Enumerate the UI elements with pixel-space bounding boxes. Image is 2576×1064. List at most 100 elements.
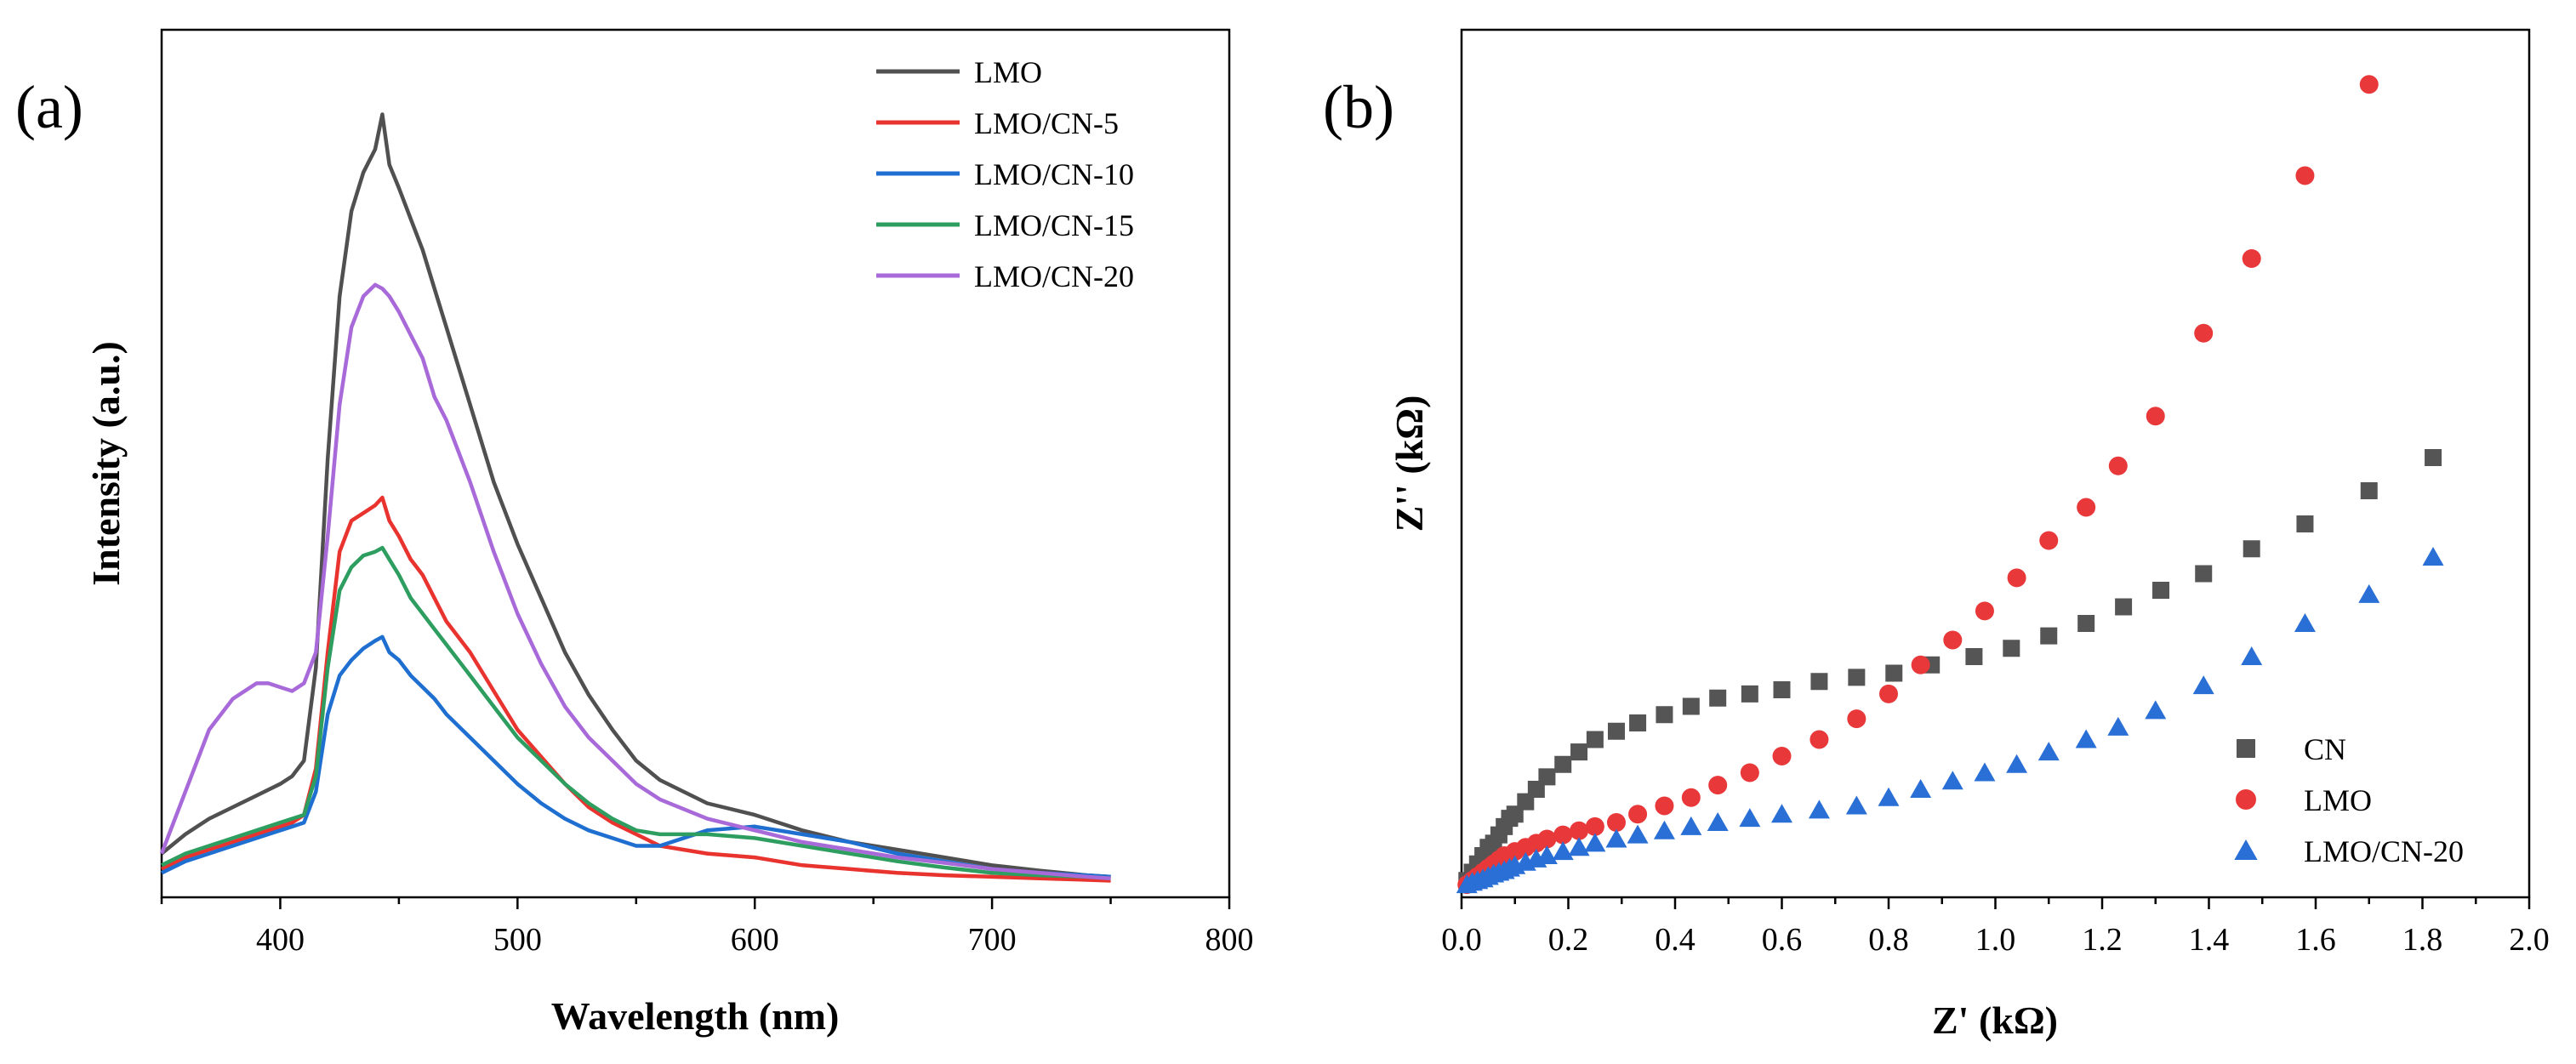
x-tick-label-b: 0.8 bbox=[1868, 922, 1909, 958]
data-point bbox=[1879, 684, 1898, 703]
data-point bbox=[1607, 722, 1625, 740]
legend-label: LMO/CN-5 bbox=[974, 106, 1119, 140]
data-point bbox=[2107, 716, 2129, 736]
x-tick-label-a: 600 bbox=[731, 922, 779, 958]
data-point bbox=[2234, 839, 2258, 860]
x-tick-label-b: 2.0 bbox=[2509, 922, 2550, 958]
data-point bbox=[2422, 547, 2444, 566]
data-point bbox=[1553, 825, 1573, 845]
data-point bbox=[2007, 568, 2026, 588]
data-point bbox=[1975, 601, 1994, 621]
data-point bbox=[1773, 681, 1791, 698]
data-point bbox=[1910, 779, 1932, 798]
legend-label: LMO/CN-10 bbox=[974, 157, 1134, 191]
y-axis-title-a: Intensity (a.u.) bbox=[84, 341, 128, 586]
panel-label-a: (a) bbox=[15, 73, 83, 141]
series-lines-a bbox=[159, 112, 1111, 883]
data-point bbox=[1570, 743, 1588, 761]
data-point bbox=[1739, 808, 1761, 828]
data-point bbox=[1585, 816, 1604, 836]
data-point bbox=[1538, 768, 1556, 786]
x-tick-label-b: 1.0 bbox=[1975, 922, 2016, 958]
data-point bbox=[1586, 731, 1604, 748]
legend-b: CN LMO LMO/CN-20 bbox=[2234, 732, 2464, 868]
data-point bbox=[2192, 675, 2214, 695]
x-tick-label-b: 1.2 bbox=[2082, 922, 2123, 958]
data-point bbox=[1741, 685, 1758, 703]
x-axis-title-a: Wavelength (nm) bbox=[551, 994, 840, 1038]
data-point bbox=[2077, 498, 2096, 517]
data-point bbox=[1554, 755, 1572, 773]
series-points-b bbox=[1456, 75, 2444, 895]
x-axis-ticks-a: 400 500 600 700 800 bbox=[160, 897, 1254, 958]
x-tick-label-b: 0.2 bbox=[1548, 922, 1589, 958]
series-line bbox=[159, 282, 1111, 880]
legend-label: CN bbox=[2304, 732, 2346, 766]
data-point bbox=[1628, 805, 1648, 824]
data-point bbox=[1627, 824, 1649, 844]
data-point bbox=[1656, 706, 1673, 724]
data-point bbox=[1606, 813, 1626, 832]
data-point bbox=[2296, 515, 2314, 532]
data-point bbox=[1848, 669, 1866, 686]
data-point bbox=[2077, 615, 2095, 632]
x-tick-label-a: 700 bbox=[968, 922, 1017, 958]
data-point bbox=[2360, 482, 2378, 499]
data-point bbox=[2194, 323, 2214, 343]
data-point bbox=[1584, 833, 1606, 852]
x-axis-ticks-b: 0.0 0.2 0.4 0.6 0.8 1.0 1.2 1.4 1.6 1.8 2.0 bbox=[1441, 897, 2550, 958]
data-point bbox=[1708, 776, 1728, 795]
data-point bbox=[1536, 845, 1558, 864]
series-line bbox=[161, 634, 1111, 879]
data-point bbox=[1965, 648, 1983, 665]
x-tick-label-a: 800 bbox=[1205, 922, 1254, 958]
panel-a: (a) 400 500 600 700 800 LMO LMO/CN-5 LMO/CN-10… bbox=[15, 28, 1254, 1038]
panel-b: (b) 0.0 0.2 0.4 0.6 0.8 1.0 1.2 1.4 1.6 1.8 2.0 CN… bbox=[1323, 28, 2550, 1042]
data-point bbox=[2236, 789, 2256, 810]
data-point bbox=[2241, 646, 2263, 665]
x-tick-label-b: 1.4 bbox=[2189, 922, 2230, 958]
panel-label-b: (b) bbox=[1323, 73, 1394, 141]
data-point bbox=[1682, 697, 1700, 715]
data-point bbox=[2108, 456, 2128, 475]
data-point bbox=[2358, 583, 2380, 603]
legend-label: LMO bbox=[2304, 783, 2372, 817]
data-point bbox=[1680, 816, 1702, 835]
data-point bbox=[1943, 630, 1963, 650]
data-point bbox=[1655, 796, 1674, 816]
data-point bbox=[2425, 449, 2442, 466]
data-point bbox=[1810, 673, 1828, 691]
x-tick-label-b: 1.8 bbox=[2402, 922, 2443, 958]
data-point bbox=[1740, 763, 1759, 782]
data-point bbox=[1681, 788, 1701, 807]
data-point bbox=[1845, 795, 1867, 815]
data-point bbox=[1911, 655, 1930, 674]
data-point bbox=[1537, 829, 1557, 849]
x-tick-label-a: 500 bbox=[493, 922, 542, 958]
legend-label: LMO/CN-20 bbox=[2304, 834, 2464, 868]
data-point bbox=[1941, 771, 1963, 790]
data-point bbox=[2145, 700, 2167, 720]
data-point bbox=[1808, 799, 1830, 819]
data-point bbox=[2237, 739, 2255, 758]
x-axis-title-b: Z' (kΩ) bbox=[1932, 999, 2058, 1042]
x-tick-label-b: 1.6 bbox=[2295, 922, 2336, 958]
data-point bbox=[1552, 841, 1574, 861]
data-point bbox=[1570, 821, 1589, 840]
data-point bbox=[2195, 565, 2213, 583]
legend-label: LMO/CN-15 bbox=[974, 208, 1134, 242]
data-point bbox=[1653, 820, 1675, 839]
legend-a: LMO LMO/CN-5 LMO/CN-10 LMO/CN-15 LMO/CN-20 bbox=[876, 55, 1134, 293]
data-point bbox=[1847, 709, 1866, 729]
y-axis-title-b: Z'' (kΩ) bbox=[1388, 395, 1431, 532]
plot-frame-a bbox=[160, 28, 1231, 899]
data-point bbox=[1707, 812, 1729, 831]
data-point bbox=[1809, 730, 1829, 749]
data-point bbox=[2294, 613, 2316, 632]
data-point bbox=[1885, 664, 1903, 682]
data-point bbox=[2152, 582, 2170, 599]
data-point bbox=[2243, 540, 2260, 558]
data-point bbox=[2242, 249, 2261, 268]
x-tick-label-b: 0.4 bbox=[1655, 922, 1695, 958]
